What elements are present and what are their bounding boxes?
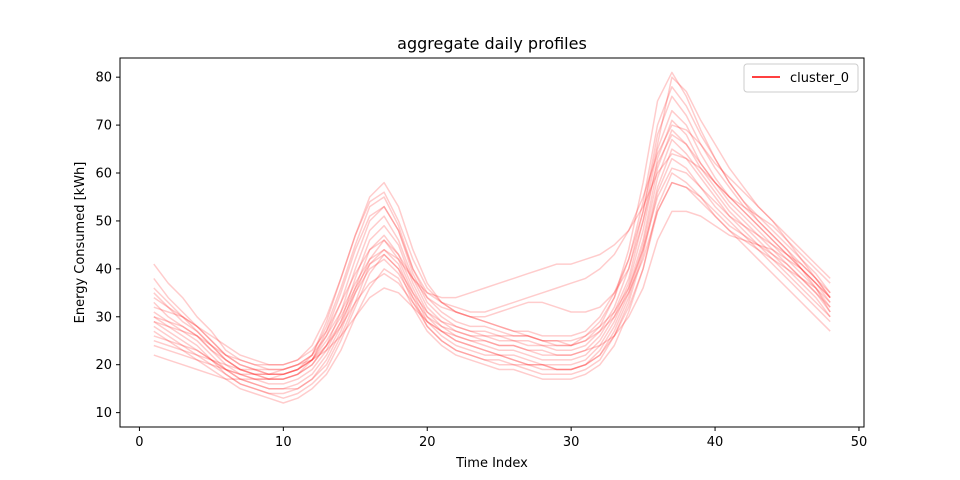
x-axis: 0 10 20 30 40 50 [135, 427, 867, 450]
series-line [153, 133, 831, 380]
series-line [153, 157, 831, 399]
series-line [153, 71, 831, 366]
series-line [153, 148, 831, 395]
x-tick-label: 50 [851, 435, 868, 450]
y-tick-label: 10 [95, 406, 112, 421]
legend-label: cluster_0 [790, 71, 849, 86]
y-tick-label: 30 [95, 310, 112, 325]
y-tick-label: 50 [95, 214, 112, 229]
series-line [153, 129, 831, 390]
series-line [153, 138, 831, 390]
series-line [153, 172, 831, 404]
series-line [153, 76, 831, 366]
y-tick-label: 70 [95, 119, 112, 134]
series-line [153, 95, 831, 376]
y-tick-label: 60 [95, 167, 112, 182]
series-line [153, 109, 831, 380]
series-line [153, 167, 831, 376]
plot-frame [119, 57, 865, 428]
x-tick-label: 30 [563, 435, 580, 450]
x-tick-label: 0 [135, 435, 143, 450]
series-line [153, 210, 831, 371]
series-line [153, 181, 831, 380]
x-axis-label: Time Index [455, 456, 528, 471]
y-axis-label: Energy Consumed [kWh] [73, 162, 88, 324]
x-tick-label: 20 [419, 435, 436, 450]
series-line [153, 124, 831, 376]
series-line [153, 181, 831, 380]
y-axis: 10 20 30 40 50 60 70 80 [95, 71, 120, 421]
series-line [153, 119, 831, 385]
chart-title: aggregate daily profiles [397, 34, 587, 53]
legend: cluster_0 [743, 63, 859, 93]
series-line [153, 153, 831, 376]
y-tick-label: 20 [95, 358, 112, 373]
series-line [153, 86, 831, 371]
x-tick-label: 40 [707, 435, 724, 450]
legend-box [743, 63, 859, 93]
x-tick-label: 10 [275, 435, 292, 450]
y-tick-label: 80 [95, 71, 112, 86]
y-tick-label: 40 [95, 262, 112, 277]
series-group [153, 71, 831, 404]
